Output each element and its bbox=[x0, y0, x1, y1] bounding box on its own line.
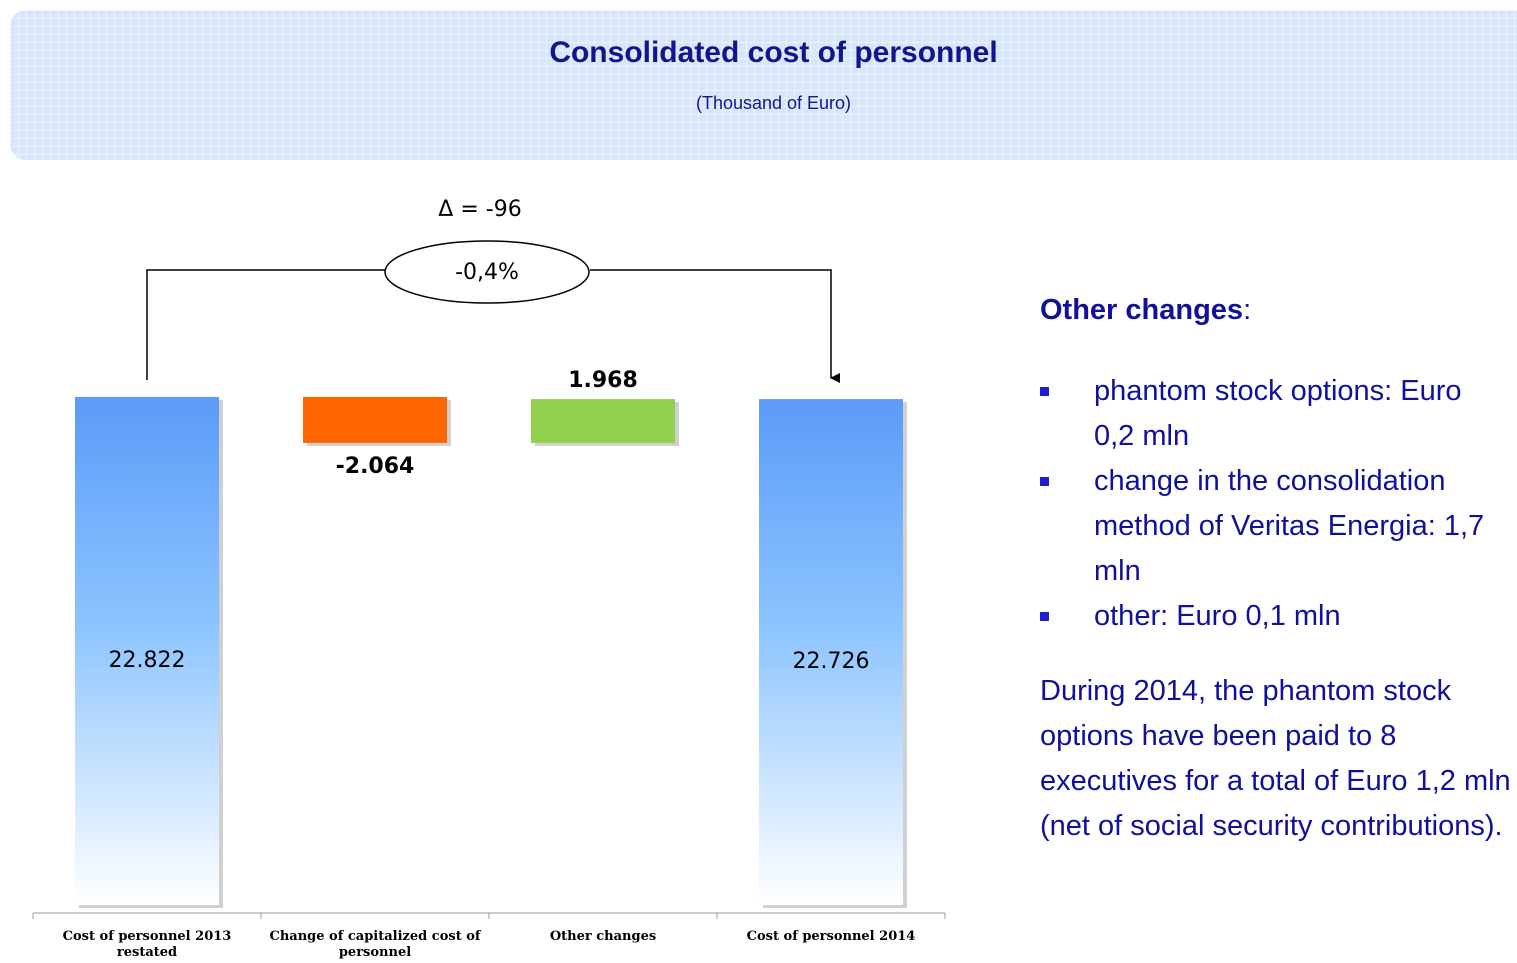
bullet: phantom stock options: Euro 0,2 mln bbox=[1040, 369, 1494, 459]
heading-suffix: : bbox=[1243, 294, 1252, 326]
side-panel: Other changes: phantom stock options: Eu… bbox=[1040, 288, 1517, 849]
x-tick-label: Other changes bbox=[549, 929, 657, 944]
bullet: other: Euro 0,1 mln bbox=[1040, 594, 1494, 639]
connector bbox=[146, 269, 831, 380]
bar bbox=[759, 399, 903, 905]
subtitle: (Thousand of Euro) bbox=[695, 93, 852, 113]
header-band bbox=[10, 10, 1517, 160]
change-label: -0,4% bbox=[455, 260, 519, 285]
side-heading: Other changes: bbox=[1040, 288, 1517, 333]
x-tick-label: Cost of personnel 2013 restated bbox=[62, 929, 232, 960]
bar bbox=[531, 399, 675, 443]
bar bbox=[303, 396, 447, 443]
delta-label: Δ = -96 bbox=[438, 197, 521, 222]
chart: Δ = -96 -0,4% 22.822 -2.064 1.968 22.726 bbox=[32, 197, 946, 919]
x-tick-label: Change of capitalized cost of personnel bbox=[269, 929, 481, 960]
x-tick-label: Cost of personnel 2014 bbox=[746, 929, 916, 944]
title: Consolidated cost of personnel bbox=[549, 36, 998, 69]
heading-text: Other changes bbox=[1040, 294, 1244, 326]
change-ellipse bbox=[384, 240, 590, 304]
bullet: change in the consolidation method of Ve… bbox=[1040, 459, 1494, 594]
value-label: 1.968 bbox=[568, 368, 638, 393]
paragraph: During 2014, the phantom stock options h… bbox=[1040, 675, 1511, 842]
value-label: 22.726 bbox=[793, 649, 870, 674]
value-label: -2.064 bbox=[336, 454, 415, 479]
bar bbox=[75, 396, 219, 905]
value-label: 22.822 bbox=[109, 648, 186, 673]
bullet-list: phantom stock options: Euro 0,2 mln chang… bbox=[1040, 369, 1517, 639]
